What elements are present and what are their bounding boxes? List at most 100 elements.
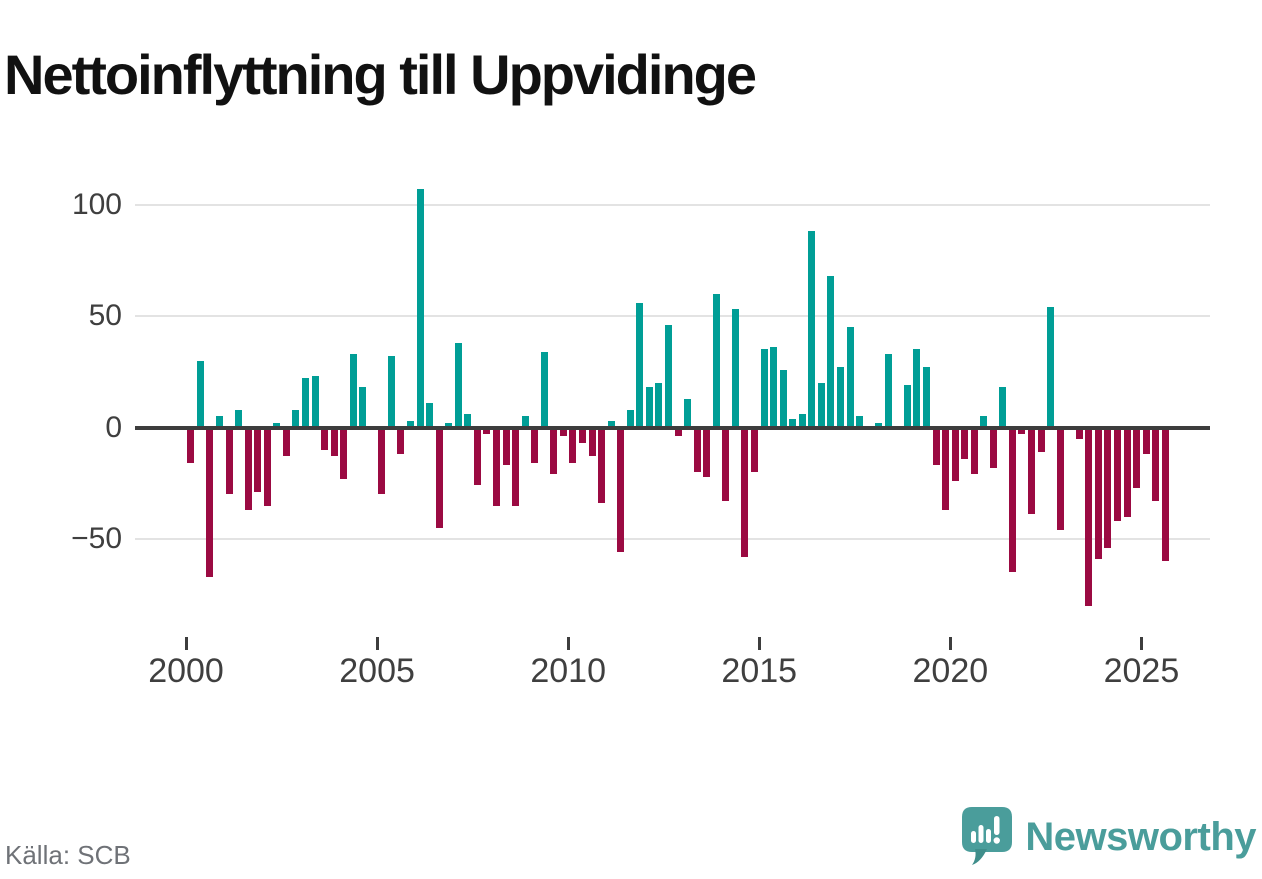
bar-positive (215, 416, 223, 428)
bar-negative (1037, 427, 1045, 453)
bar-positive (808, 231, 816, 428)
bar-negative (1142, 427, 1150, 455)
bar-negative (932, 427, 940, 466)
bar-negative (1114, 427, 1122, 522)
bar-positive (779, 369, 787, 428)
bar-positive (292, 409, 300, 428)
bar-negative (722, 427, 730, 502)
bar-negative (1094, 427, 1102, 560)
x-axis-tick (948, 637, 952, 650)
x-axis-tick-label: 2015 (721, 652, 798, 690)
bar-negative (569, 427, 577, 464)
bar-positive (856, 416, 864, 428)
bar-negative (970, 427, 978, 475)
bar-positive (827, 275, 835, 428)
bar-positive (301, 378, 309, 428)
bar-negative (435, 427, 443, 528)
x-axis-tick (184, 637, 188, 650)
bar-positive (416, 188, 424, 428)
bar-negative (550, 427, 558, 475)
bar-negative (282, 427, 290, 457)
bar-positive (445, 423, 453, 428)
bar-negative (1161, 427, 1169, 562)
y-axis-tick-label: 100 (71, 187, 122, 221)
bar-negative (588, 427, 596, 457)
bar-positive (426, 402, 434, 428)
bar-positive (626, 409, 634, 428)
bar-positive (607, 420, 615, 428)
bar-negative (1056, 427, 1064, 531)
bar-negative (397, 427, 405, 455)
bar-negative (961, 427, 969, 459)
bar-positive (311, 376, 319, 428)
bar-positive (798, 414, 806, 428)
bar-positive (540, 351, 548, 428)
bar-negative (703, 427, 711, 477)
bar-negative (321, 427, 329, 450)
gridline (135, 538, 1210, 540)
newsworthy-speech-bubble-chart-icon (961, 806, 1013, 868)
bar-negative (693, 427, 701, 473)
bar-negative (598, 427, 606, 504)
bar-negative (502, 427, 510, 466)
bar-positive (196, 360, 204, 428)
bar-negative (254, 427, 262, 493)
bar-negative (244, 427, 252, 510)
bar-positive (836, 367, 844, 428)
bar-negative (512, 427, 520, 506)
bar-positive (903, 385, 911, 428)
bar-negative (617, 427, 625, 553)
bar-negative (187, 427, 195, 464)
bar-positive (789, 418, 797, 428)
bar-positive (731, 309, 739, 428)
bar-positive (387, 356, 395, 428)
bar-positive (913, 349, 921, 428)
bar-positive (407, 420, 415, 428)
bar-negative (951, 427, 959, 482)
bar-negative (674, 427, 682, 437)
bar-positive (1047, 307, 1055, 428)
bar-negative (483, 427, 491, 435)
x-axis-tick-label: 2020 (912, 652, 989, 690)
bar-negative (1133, 427, 1141, 488)
bar-positive (770, 347, 778, 428)
bar-negative (1018, 427, 1026, 435)
bar-negative (206, 427, 214, 577)
newsworthy-wordmark: Newsworthy (1025, 814, 1256, 859)
bar-negative (531, 427, 539, 464)
gridline (135, 203, 1210, 206)
bar-positive (273, 423, 281, 428)
bar-positive (454, 342, 462, 428)
bar-positive (349, 353, 357, 428)
bar-negative (750, 427, 758, 473)
bar-negative (1075, 427, 1083, 439)
bar-positive (760, 349, 768, 428)
bar-positive (846, 327, 854, 428)
bar-positive (665, 324, 672, 428)
bar-negative (493, 427, 501, 506)
bar-negative (989, 427, 997, 468)
x-axis-tick-label: 2025 (1103, 652, 1180, 690)
y-axis-tick-label: 50 (88, 299, 122, 332)
y-axis-tick-label: −50 (71, 522, 122, 555)
bar-negative (1085, 427, 1093, 606)
bar-negative (1028, 427, 1036, 515)
bar-positive (999, 387, 1007, 428)
bar-negative (263, 427, 271, 506)
x-axis-tick-label: 2005 (339, 652, 415, 690)
x-axis-tick (1139, 637, 1143, 650)
bar-positive (817, 382, 825, 428)
x-axis-tick (757, 637, 761, 650)
bar-positive (636, 302, 644, 428)
bar-negative (942, 427, 950, 510)
bar-positive (359, 387, 367, 428)
bar-positive (980, 416, 988, 428)
bar-negative (1008, 427, 1016, 573)
bar-negative (340, 427, 348, 479)
bar-positive (875, 423, 883, 428)
bar-negative (1152, 427, 1160, 502)
bar-positive (464, 414, 472, 428)
source-caption: Källa: SCB (5, 840, 131, 870)
x-axis-tick-label: 2000 (148, 652, 224, 690)
